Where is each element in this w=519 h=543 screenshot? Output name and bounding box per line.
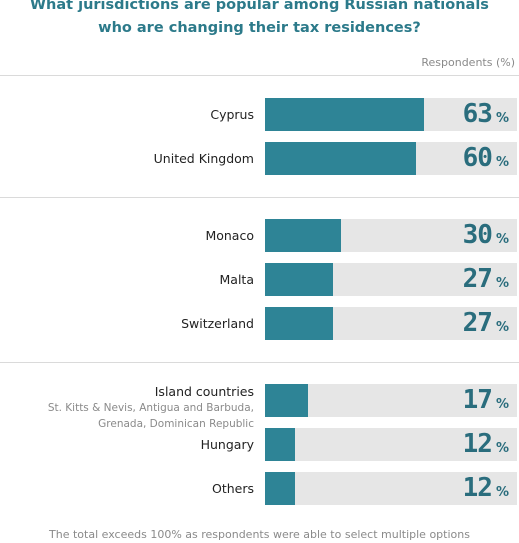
value-label: 60% — [463, 142, 509, 175]
percent-sign: % — [495, 441, 509, 456]
value-number: 27 — [462, 264, 493, 294]
category-label: Others — [211, 481, 254, 496]
group-separator — [0, 75, 519, 76]
category-label-text: Island countries — [154, 384, 254, 399]
bar-row: Switzerland 27% — [0, 307, 519, 340]
value-number: 12 — [462, 473, 493, 503]
group-separator — [0, 362, 519, 363]
bar-track: 12% — [265, 472, 517, 505]
value-label: 12% — [463, 428, 509, 461]
respondents-axis-label: Respondents (%) — [421, 56, 515, 69]
bar-row: United Kingdom 60% — [0, 142, 519, 175]
percent-sign: % — [495, 155, 509, 170]
bar — [265, 472, 296, 505]
value-label: 27% — [463, 263, 509, 296]
percent-sign: % — [495, 276, 509, 291]
bar — [265, 307, 334, 340]
value-number: 30 — [462, 220, 493, 250]
bar-track: 63% — [265, 98, 517, 131]
category-sublabel: Grenada, Dominican Republic — [98, 418, 254, 430]
percent-sign: % — [495, 111, 509, 126]
value-label: 30% — [463, 219, 509, 252]
category-sublabel: St. Kitts & Nevis, Antigua and Barbuda, — [47, 402, 254, 414]
bar-track: 27% — [265, 263, 517, 296]
category-label: Cyprus — [210, 107, 254, 122]
category-label: Malta — [219, 272, 254, 287]
bar-track: 60% — [265, 142, 517, 175]
chart-title: What jurisdictions are popular among Rus… — [0, 0, 519, 40]
percent-sign: % — [495, 232, 509, 247]
bar-row: Cyprus 63% — [0, 98, 519, 131]
chart-title-line-2: who are changing their tax residences? — [98, 20, 421, 36]
bar-row: Others 12% — [0, 472, 519, 505]
bar — [265, 98, 424, 131]
bar — [265, 384, 308, 417]
bar-track: 17% — [265, 384, 517, 417]
value-label: 12% — [463, 472, 509, 505]
category-label: Switzerland — [181, 316, 254, 331]
bar-track: 30% — [265, 219, 517, 252]
bar-row: Hungary 12% — [0, 428, 519, 461]
bar-track: 12% — [265, 428, 517, 461]
category-label: Island countries St. Kitts & Nevis, Antig… — [48, 383, 254, 432]
category-label: Monaco — [205, 228, 254, 243]
bar-row: Island countries St. Kitts & Nevis, Antig… — [0, 384, 519, 430]
footnote: The total exceeds 100% as respondents we… — [49, 528, 470, 541]
value-number: 27 — [462, 308, 493, 338]
bar-track: 27% — [265, 307, 517, 340]
bar — [265, 263, 334, 296]
value-number: 17 — [462, 385, 493, 415]
value-label: 63% — [463, 98, 509, 131]
value-label: 27% — [463, 307, 509, 340]
category-label: United Kingdom — [153, 151, 254, 166]
value-number: 63 — [462, 99, 493, 129]
group-separator — [0, 197, 519, 198]
bar-row: Malta 27% — [0, 263, 519, 296]
percent-sign: % — [495, 485, 509, 500]
value-label: 17% — [463, 384, 509, 417]
percent-sign: % — [495, 397, 509, 412]
chart-title-line-1: What jurisdictions are popular among Rus… — [30, 0, 489, 13]
category-label: Hungary — [200, 437, 254, 452]
percent-sign: % — [495, 320, 509, 335]
value-number: 60 — [462, 143, 493, 173]
value-number: 12 — [462, 429, 493, 459]
bar — [265, 142, 417, 175]
bar — [265, 428, 296, 461]
bar-row: Monaco 30% — [0, 219, 519, 252]
bar — [265, 219, 341, 252]
